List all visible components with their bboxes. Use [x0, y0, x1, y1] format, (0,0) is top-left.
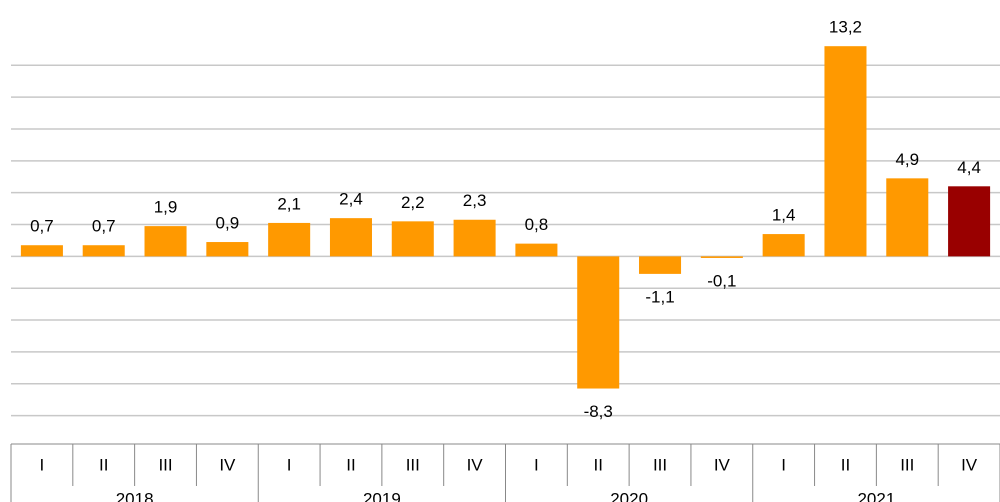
bar — [639, 256, 682, 274]
data-label: 2,2 — [401, 193, 425, 212]
x-tick-label: I — [40, 455, 45, 474]
group-label: 2019 — [363, 489, 401, 502]
x-tick-label: IV — [219, 455, 236, 474]
data-label: 13,2 — [829, 18, 862, 37]
data-label: 4,9 — [895, 150, 919, 169]
data-label: 2,4 — [339, 190, 363, 209]
x-tick-label: III — [900, 455, 914, 474]
x-tick-label: I — [781, 455, 786, 474]
group-label: 2021 — [857, 489, 895, 502]
x-tick-label: I — [287, 455, 292, 474]
x-tick-label: III — [653, 455, 667, 474]
data-label: 0,7 — [92, 217, 116, 236]
data-label: -8,3 — [584, 402, 613, 421]
x-tick-label: IV — [961, 455, 978, 474]
x-tick-label: III — [406, 455, 420, 474]
bar — [391, 221, 434, 257]
bar — [82, 245, 125, 257]
bar — [948, 186, 991, 257]
bar — [886, 178, 929, 257]
data-label: 4,4 — [957, 158, 981, 177]
bar — [700, 256, 743, 258]
data-label: 1,4 — [772, 206, 796, 225]
bar — [762, 234, 805, 257]
bar — [453, 219, 496, 257]
bar — [824, 46, 867, 257]
bar — [577, 256, 620, 389]
x-tick-label: III — [158, 455, 172, 474]
data-label: 0,7 — [30, 217, 54, 236]
x-tick-label: IV — [467, 455, 484, 474]
group-label: 2020 — [610, 489, 648, 502]
data-label: -0,1 — [707, 271, 736, 290]
x-tick-label: II — [346, 455, 355, 474]
data-label: 2,3 — [463, 191, 487, 210]
bar — [515, 243, 558, 257]
data-label: 1,9 — [154, 198, 178, 217]
data-label: -1,1 — [645, 287, 674, 306]
x-tick-label: II — [593, 455, 602, 474]
data-label: 2,1 — [277, 194, 301, 213]
data-label: 0,8 — [525, 215, 549, 234]
x-tick-label: II — [99, 455, 108, 474]
x-tick-label: II — [841, 455, 850, 474]
bar — [206, 242, 249, 257]
x-tick-label: I — [534, 455, 539, 474]
group-label: 2018 — [116, 489, 154, 502]
bar — [268, 222, 311, 257]
x-tick-label: IV — [714, 455, 731, 474]
data-label: 0,9 — [216, 214, 240, 233]
bar — [329, 218, 372, 257]
bar — [144, 226, 187, 257]
bar — [20, 245, 63, 257]
